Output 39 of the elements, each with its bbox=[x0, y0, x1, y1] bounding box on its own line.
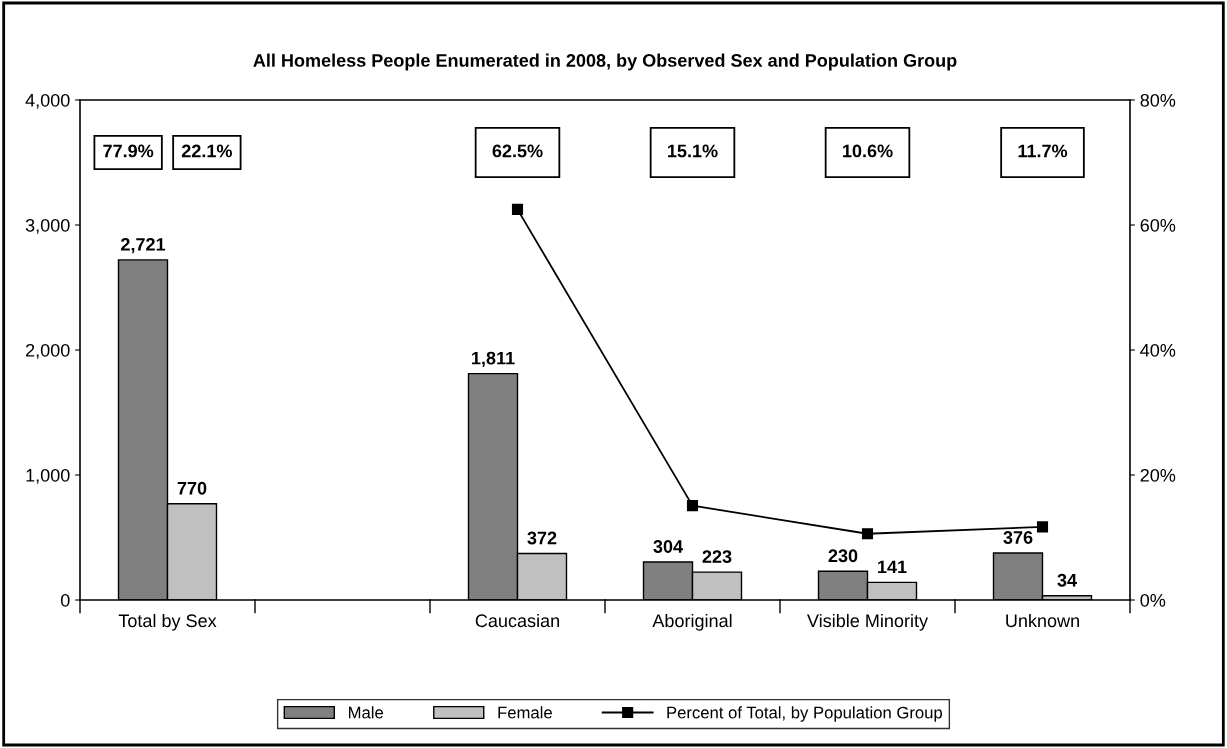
data-label: 304 bbox=[653, 540, 683, 553]
data-label: 1,811 bbox=[472, 351, 515, 368]
y2-tick-label: 60% bbox=[1140, 218, 1176, 232]
data-label: 141 bbox=[878, 560, 907, 574]
annotation: 62.5% bbox=[492, 144, 543, 158]
data-label: 376 bbox=[1003, 531, 1033, 544]
point bbox=[511, 203, 524, 215]
y2-tick-label: 20% bbox=[1140, 468, 1176, 482]
x-tick-label: Caucasian bbox=[475, 613, 559, 628]
x-tick-label: Visible Minority bbox=[807, 613, 929, 631]
data-label: 372 bbox=[527, 531, 557, 545]
annotation: 22.1% bbox=[181, 144, 232, 158]
point bbox=[861, 528, 874, 540]
x-tick-label: Unknown bbox=[1006, 613, 1079, 628]
annotation: 10.6% bbox=[843, 144, 893, 158]
y-tick-label: 4,000 bbox=[25, 93, 70, 109]
y2-tick-label: 0% bbox=[1140, 593, 1166, 607]
data-label: 770 bbox=[177, 481, 207, 495]
annotation: 11.7% bbox=[1018, 144, 1068, 158]
legend-label: Male bbox=[349, 706, 384, 719]
point bbox=[1036, 521, 1049, 533]
x-tick-label: Total by Sex bbox=[118, 613, 217, 631]
y-tick-label: 1,000 bbox=[26, 468, 70, 484]
data-label: 223 bbox=[702, 550, 732, 564]
y-tick-label: 3,000 bbox=[25, 218, 70, 234]
y2-tick-label: 40% bbox=[1140, 343, 1176, 357]
y-tick-label: 2,000 bbox=[26, 343, 70, 359]
legend-label: Female bbox=[498, 706, 552, 719]
legend-label: Percent of Total, by Population Group bbox=[667, 706, 943, 722]
x-tick-label: Aboriginal bbox=[652, 613, 732, 631]
point bbox=[686, 500, 699, 512]
annotation: 77.9% bbox=[103, 144, 154, 158]
data-label: 230 bbox=[828, 549, 858, 563]
chart-title: All Homeless People Enumerated in 2008, by Observed Sex and Population Group bbox=[253, 53, 957, 71]
y2-tick-label: 80% bbox=[1140, 93, 1176, 107]
data-label: 2,721 bbox=[121, 237, 166, 254]
data-label: 34 bbox=[1057, 573, 1077, 587]
annotation: 15.1% bbox=[668, 144, 718, 158]
y-tick-label: 0 bbox=[60, 593, 70, 607]
